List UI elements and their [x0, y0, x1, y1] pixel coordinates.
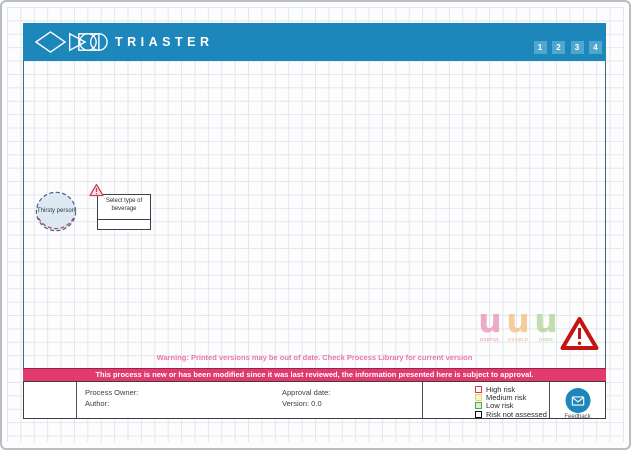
watermark-letter-caption: USED	[538, 337, 554, 342]
legend-item-low-risk: Low risk	[475, 401, 547, 410]
author-label: Author:	[85, 398, 110, 408]
page-button-3[interactable]: 3	[570, 41, 584, 54]
watermark-letter-glyph: u	[534, 301, 558, 340]
info-meta-cell: Process Owner: Author: Approval date: Ve…	[77, 382, 423, 418]
watermark-letter-glyph: u	[506, 301, 530, 340]
triaster-watermark: u USEFUL u USABLE u USED	[478, 301, 558, 342]
feedback-label: Feedback	[564, 414, 591, 420]
approval-date-label: Approval date:	[282, 388, 331, 397]
legend-item-medium-risk: Medium risk	[475, 393, 547, 402]
watermark-letter-caption: USABLE	[507, 337, 529, 342]
low-risk-swatch	[475, 402, 482, 410]
page-button-2[interactable]: 2	[552, 41, 565, 54]
feedback-cell: Feedback	[550, 382, 605, 420]
printed-version-warning: Warning: Printed versions may be out of …	[156, 353, 473, 362]
risk-legend: High risk Medium risk Low risk Risk not …	[423, 382, 550, 419]
watermark-used: u USED	[534, 301, 558, 342]
risk-warning-triangle-icon	[559, 315, 600, 357]
legend-item-high-risk: High risk	[475, 385, 547, 394]
medium-risk-swatch	[475, 394, 482, 402]
version-label: Version: 0.0	[282, 398, 322, 408]
activity-shape-label: Select type of beverage	[105, 198, 143, 212]
triaster-logo-icon	[35, 31, 108, 53]
brand-title: TRIASTER	[115, 35, 214, 49]
watermark-letter-caption: USEFUL	[479, 337, 501, 342]
header-bar: TRIASTER 1 2 3 4	[23, 23, 606, 61]
envelope-icon	[571, 395, 584, 406]
document-info-bar: Process Owner: Author: Approval date: Ve…	[23, 381, 606, 420]
page-button-1[interactable]: 1	[533, 41, 547, 54]
activity-shape-footer-divider	[98, 219, 150, 220]
approval-status-banner: This process is new or has been modified…	[23, 368, 606, 381]
customer-shape-thirsty-person[interactable]: Thirsty person	[35, 191, 77, 232]
page-button-4[interactable]: 4	[589, 41, 602, 54]
watermark-letter-glyph: u	[478, 301, 502, 340]
approval-warning-triangle-icon	[89, 183, 104, 202]
watermark-useful: u USEFUL	[478, 301, 502, 342]
activity-shape-select-beverage[interactable]: Select type of beverage	[89, 183, 151, 230]
risk-not-assessed-swatch	[475, 410, 482, 418]
page-number-nav: 1 2 3 4	[533, 41, 602, 54]
legend-item-risk-not-assessed: Risk not assessed	[475, 410, 547, 419]
page-right-edge	[605, 23, 606, 419]
process-owner-label: Process Owner:	[85, 388, 139, 397]
customer-shape-label: Thirsty person	[36, 208, 75, 214]
high-risk-swatch	[475, 386, 482, 394]
feedback-button[interactable]	[565, 388, 590, 413]
watermark-usable: u USABLE	[506, 301, 530, 342]
page-left-edge	[23, 23, 24, 419]
info-empty-cell	[24, 382, 77, 418]
